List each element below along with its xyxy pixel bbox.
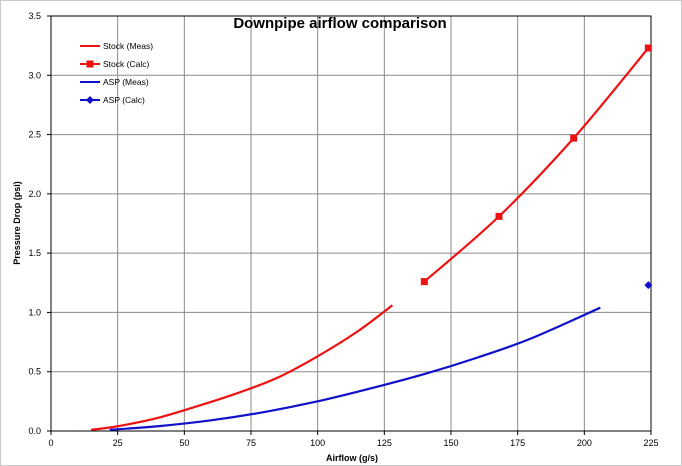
legend-label: ASP (Calc) xyxy=(103,95,145,105)
y-tick-labels: 0.0 0.5 1.0 1.5 2.0 2.5 3.0 3.5 xyxy=(28,11,41,436)
x-tick-label: 200 xyxy=(577,438,592,448)
data-point-stock-calc xyxy=(495,212,503,220)
legend-label: Stock (Calc) xyxy=(103,59,149,69)
y-axis-label: Pressure Drop (psi) xyxy=(12,181,22,265)
axes xyxy=(47,15,652,435)
series-line-stock-meas xyxy=(90,304,393,431)
data-point-stock-calc xyxy=(570,134,578,142)
x-tick-label: 100 xyxy=(310,438,325,448)
data-point-stock-calc xyxy=(420,278,428,286)
legend-item-asp-calc: ASP (Calc) xyxy=(80,95,145,105)
legend-label: Stock (Meas) xyxy=(103,41,153,51)
legend-item-stock-calc: Stock (Calc) xyxy=(80,59,149,69)
y-tick-label: 3.0 xyxy=(28,70,41,80)
legend: Stock (Meas) Stock (Calc) ASP (Meas) ASP (C… xyxy=(80,41,153,105)
legend-item-stock-meas: Stock (Meas) xyxy=(80,41,153,51)
series-layer xyxy=(90,44,653,431)
x-tick-label: 50 xyxy=(179,438,189,448)
x-tick-label: 225 xyxy=(643,438,658,448)
data-point-asp-calc xyxy=(644,281,653,290)
x-tick-label: 125 xyxy=(377,438,392,448)
series-asp-meas xyxy=(109,306,601,431)
x-tick-label: 0 xyxy=(48,438,53,448)
series-asp-calc xyxy=(644,281,653,290)
legend-label: ASP (Meas) xyxy=(103,77,149,87)
legend-marker xyxy=(86,60,94,68)
y-tick-label: 0.5 xyxy=(28,367,41,377)
x-axis-label: Airflow (g/s) xyxy=(326,453,378,463)
y-tick-label: 3.5 xyxy=(28,11,41,21)
x-tick-label: 75 xyxy=(246,438,256,448)
series-line-asp-meas xyxy=(109,306,601,431)
plot-area-frame xyxy=(50,15,652,432)
x-tick-label: 25 xyxy=(113,438,123,448)
data-point-stock-calc xyxy=(644,44,652,52)
x-tick-label: 175 xyxy=(510,438,525,448)
series-line-stock-calc xyxy=(423,47,650,283)
y-tick-label: 2.5 xyxy=(28,130,41,140)
chart-title: Downpipe airflow comparison xyxy=(233,15,446,32)
series-stock-calc xyxy=(420,44,652,286)
legend-item-asp-meas: ASP (Meas) xyxy=(80,77,149,87)
y-tick-label: 2.0 xyxy=(28,189,41,199)
y-tick-label: 1.0 xyxy=(28,307,41,317)
x-tick-label: 150 xyxy=(443,438,458,448)
legend-marker xyxy=(86,96,94,104)
series-stock-meas xyxy=(90,304,393,431)
x-tick-labels: 0 25 50 75 100 125 150 175 200 225 xyxy=(48,438,658,448)
y-tick-label: 1.5 xyxy=(28,248,41,258)
y-tick-label: 0.0 xyxy=(28,426,41,436)
